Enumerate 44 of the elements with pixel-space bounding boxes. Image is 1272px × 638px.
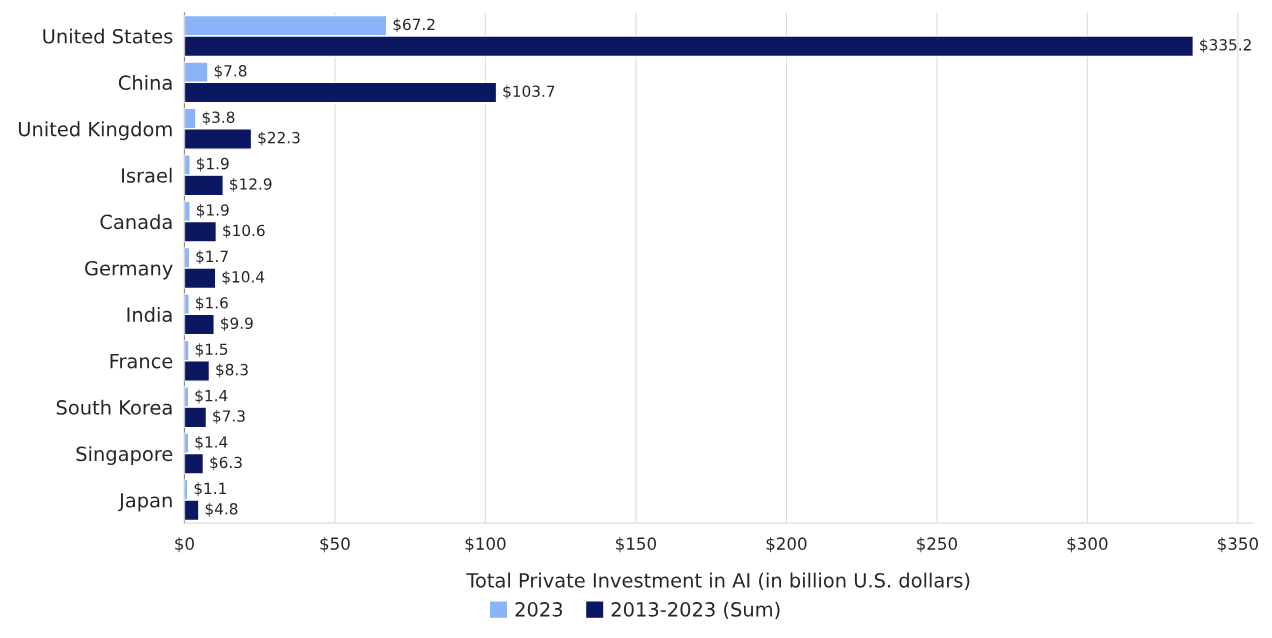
data-label: $10.4 xyxy=(222,270,265,285)
data-label: $1.1 xyxy=(194,482,226,497)
y-tick-label: Germany xyxy=(85,260,173,280)
data-label: $1.5 xyxy=(195,343,228,358)
data-label: $1.9 xyxy=(196,157,229,172)
y-tick-label: Israel xyxy=(122,167,172,183)
data-label: $103.7 xyxy=(503,85,555,100)
data-label: $10.6 xyxy=(223,224,265,239)
data-label: $1.4 xyxy=(195,435,228,450)
legend-label: 2023 xyxy=(515,602,563,617)
data-label: $335.2 xyxy=(1200,38,1251,53)
x-tick-label: $250 xyxy=(917,537,957,553)
data-label: $1.7 xyxy=(196,250,228,265)
data-label: $7.3 xyxy=(213,409,245,424)
y-tick-label: United States xyxy=(43,28,173,44)
data-label: $1.9 xyxy=(196,203,229,218)
data-label: $7.8 xyxy=(214,64,247,79)
y-tick-label: Canada xyxy=(100,214,172,230)
x-tick-label: $0 xyxy=(175,537,194,553)
data-label: $8.3 xyxy=(216,363,248,378)
y-tick-label: United Kingdom xyxy=(18,121,172,141)
x-axis-title: Total Private Investment in AI (in billion U.S. dollars) xyxy=(466,572,970,590)
y-tick-label: China xyxy=(118,74,172,91)
data-label: $4.8 xyxy=(205,502,238,517)
x-tick-label: $50 xyxy=(320,537,350,553)
data-label: $6.3 xyxy=(210,456,242,471)
data-label: $9.9 xyxy=(221,317,253,332)
legend-label: 2013-2023 (Sum) xyxy=(611,601,780,620)
x-tick-label: $300 xyxy=(1067,537,1108,553)
y-tick-label: France xyxy=(110,353,173,369)
x-tick-label: $350 xyxy=(1218,537,1258,553)
x-tick-label: $100 xyxy=(465,537,506,553)
y-tick-label: South Korea xyxy=(56,399,172,415)
x-tick-label: $200 xyxy=(766,537,807,553)
y-tick-label: India xyxy=(127,306,172,323)
data-label: $3.8 xyxy=(202,111,235,126)
data-label: $1.4 xyxy=(195,389,228,404)
data-label: $1.6 xyxy=(196,296,228,311)
y-tick-label: Japan xyxy=(118,493,172,512)
data-label: $67.2 xyxy=(393,18,435,33)
data-label: $22.3 xyxy=(258,131,300,146)
x-tick-label: $150 xyxy=(616,537,657,553)
data-label: $12.9 xyxy=(230,177,272,192)
y-tick-label: Singapore xyxy=(76,446,173,465)
